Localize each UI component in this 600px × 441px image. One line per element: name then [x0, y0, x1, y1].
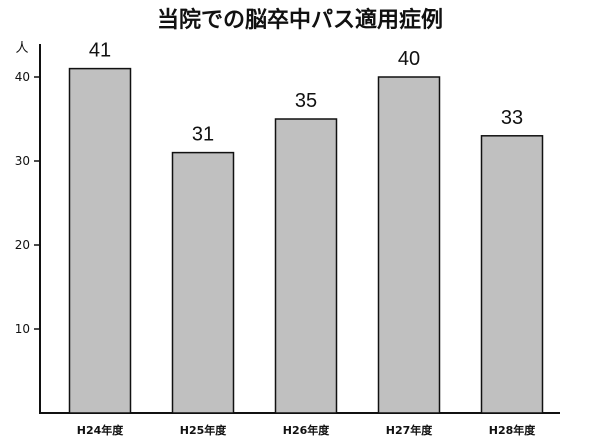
x-category-label: H25年度	[180, 423, 228, 437]
x-category-label: H27年度	[386, 423, 434, 437]
x-category-label: H24年度	[77, 423, 125, 437]
bar	[171, 151, 235, 414]
bar	[274, 118, 338, 414]
x-category-label: H26年度	[283, 423, 331, 437]
bar	[68, 67, 132, 414]
x-category-label: H28年度	[489, 423, 537, 437]
y-tick-label: 30	[15, 154, 30, 168]
bar	[480, 135, 544, 414]
y-tick-label: 40	[15, 70, 30, 84]
bar-value-label: 35	[295, 90, 317, 112]
bar	[377, 76, 441, 414]
bar-value-label: 33	[501, 107, 523, 129]
bar-value-label: 31	[192, 124, 214, 146]
y-unit-label: 人	[15, 41, 28, 56]
bars	[68, 67, 544, 414]
y-tick-label: 20	[15, 238, 30, 252]
bar-value-label: 40	[398, 48, 420, 70]
chart-title: 当院での脳卒中パス適用症例	[157, 7, 443, 33]
bar-value-label: 41	[89, 40, 111, 62]
y-tick-label: 10	[15, 322, 30, 336]
data-labels: 41 31 35 40 33	[89, 40, 523, 146]
x-axis-categories: H24年度 H25年度 H26年度 H27年度 H28年度	[77, 423, 537, 437]
